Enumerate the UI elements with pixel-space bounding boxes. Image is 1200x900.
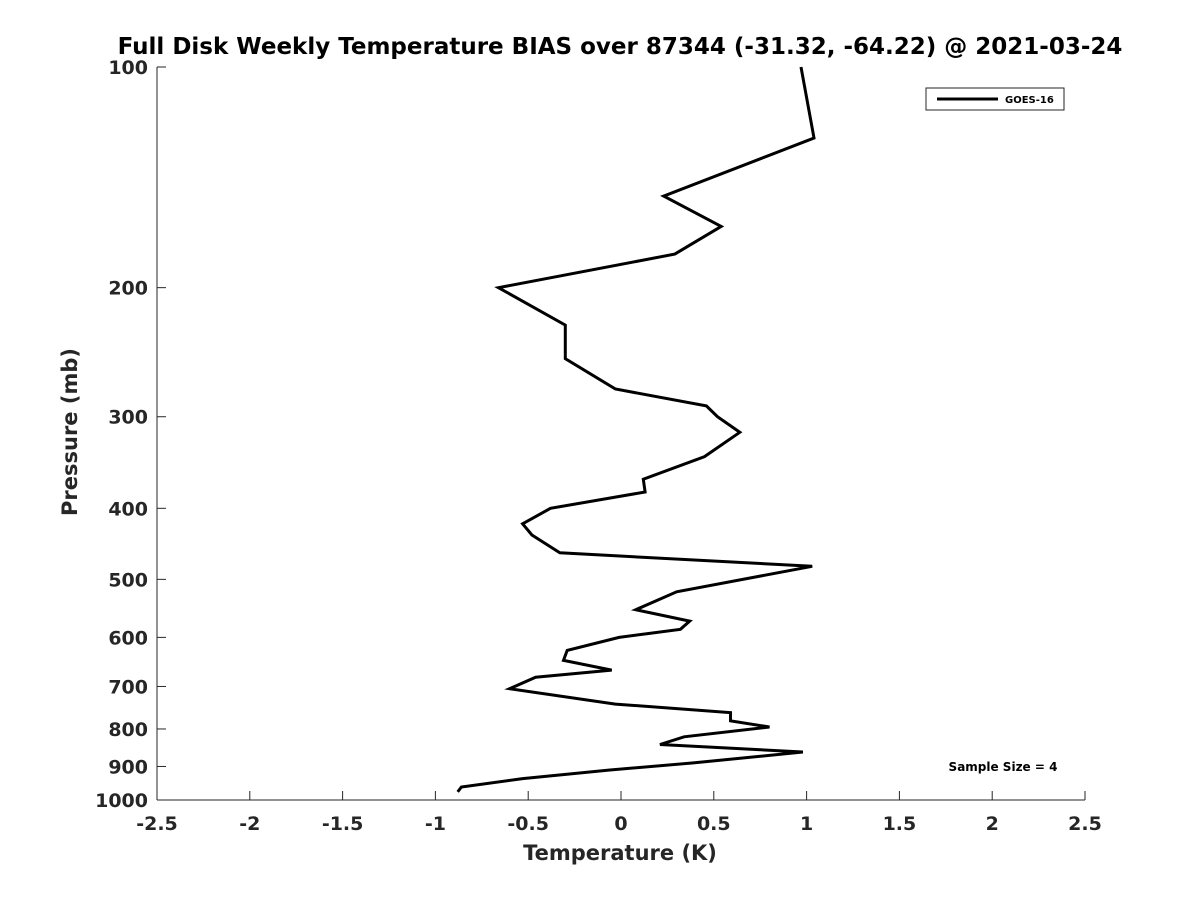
y-tick-label: 400: [108, 498, 148, 520]
y-tick-label: 200: [108, 278, 148, 300]
x-tick-label: -1.5: [322, 813, 364, 835]
x-tick-label: 0.5: [697, 813, 731, 835]
x-tick-label: 0: [614, 813, 627, 835]
chart-title: Full Disk Weekly Temperature BIAS over 8…: [118, 34, 1123, 60]
series-layer: [456, 66, 816, 793]
y-tick-label: 800: [108, 719, 148, 741]
axes: [156, 67, 1085, 801]
legend-label-goes-16: GOES-16: [1005, 95, 1054, 106]
x-tick-label: -2: [239, 813, 260, 835]
sample-size-annotation: Sample Size = 4: [949, 760, 1058, 774]
x-tick-label: 2: [986, 813, 999, 835]
y-tick-label: 900: [108, 756, 148, 778]
y-axis-label: Pressure (mb): [58, 348, 82, 516]
x-axis-label: Temperature (K): [523, 841, 717, 865]
x-tick-label: -2.5: [136, 813, 178, 835]
y-tick-label: 700: [108, 676, 148, 698]
y-tick-label: 500: [108, 569, 148, 591]
x-tick-label: 1: [800, 813, 813, 835]
ticks: -2.5 -2 -1.5 -1 -0.5 0 0.5 1 1.5 2 2.5 100 200 300 400…: [95, 57, 1102, 835]
x-tick-label: -0.5: [507, 813, 549, 835]
y-tick-label: 100: [108, 57, 148, 79]
x-tick-label: 2.5: [1068, 813, 1102, 835]
legend: GOES-16: [925, 87, 1065, 111]
y-tick-label: 300: [108, 407, 148, 429]
series-line-goes-16: [456, 66, 816, 793]
y-tick-label: 1000: [95, 790, 148, 812]
x-tick-label: 1.5: [883, 813, 917, 835]
y-tick-label: 600: [108, 627, 148, 649]
x-tick-label: -1: [425, 813, 446, 835]
